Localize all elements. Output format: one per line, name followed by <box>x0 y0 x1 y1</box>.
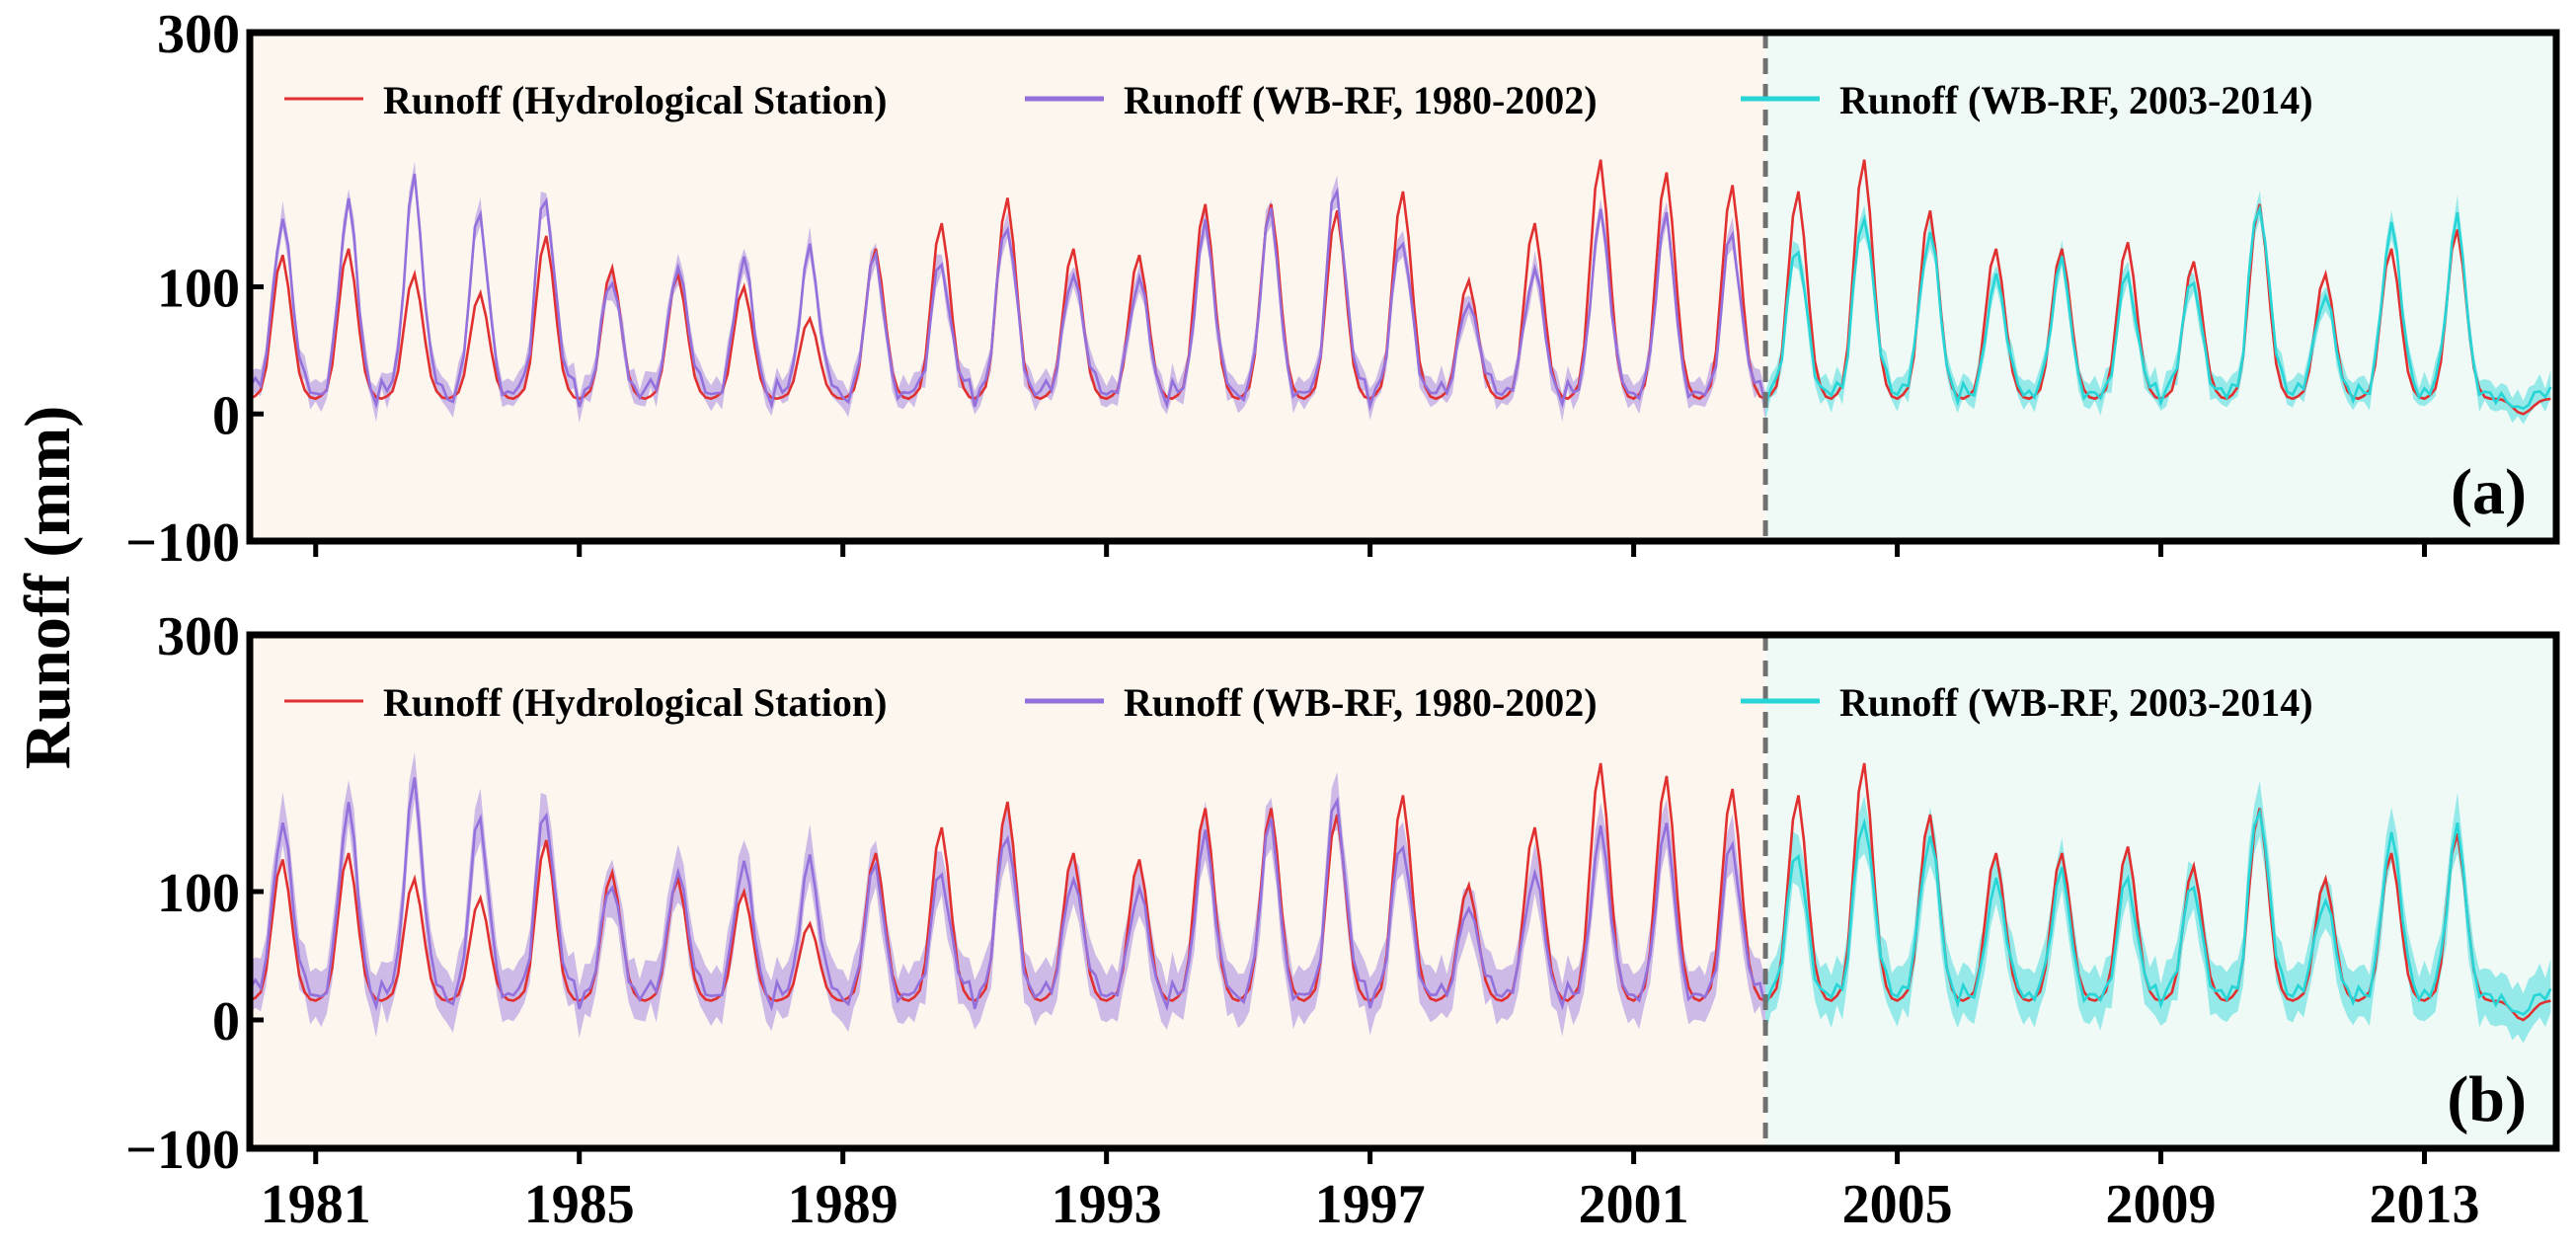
panel-a: 300 100 0 −100 Runoff (Hydrological Station)… <box>125 4 2560 574</box>
legend-label: Runoff (Hydrological Station) <box>383 78 887 122</box>
calibration-period-background <box>250 33 1766 541</box>
calibration-period-background <box>250 635 1766 1148</box>
legend-label: Runoff (WB-RF, 1980-2002) <box>1124 680 1598 725</box>
x-tick-label: 2013 <box>2370 1174 2480 1235</box>
y-tick-label: 300 <box>157 606 240 667</box>
y-axis-label: Runoff (mm) <box>12 406 84 769</box>
validation-period-background <box>1765 635 2556 1148</box>
x-tick-label: 2009 <box>2106 1174 2217 1235</box>
y-tick-label: 300 <box>157 4 240 65</box>
wbrf-validation-uncertainty-band <box>1765 781 2551 1044</box>
y-tick-label: 0 <box>212 385 240 446</box>
station-runoff-line <box>249 159 2551 416</box>
y-tick-label: −100 <box>125 512 240 574</box>
wbrf-validation-line <box>1763 807 2552 1016</box>
y-tick-label: 100 <box>157 863 240 924</box>
x-tick-label: 1997 <box>1315 1174 1426 1235</box>
legend-label: Runoff (WB-RF, 1980-2002) <box>1124 78 1598 122</box>
x-tick-label: 2005 <box>1842 1174 1953 1235</box>
legend-label: Runoff (WB-RF, 2003-2014) <box>1839 680 2313 725</box>
x-tick-label: 2001 <box>1579 1174 1689 1235</box>
y-tick-label: −100 <box>125 1120 240 1181</box>
x-tick-label: 1993 <box>1052 1174 1162 1235</box>
x-tick-label: 1981 <box>261 1174 371 1235</box>
station-runoff-line <box>249 762 2551 1022</box>
y-tick-label: 100 <box>157 259 240 320</box>
legend-label: Runoff (WB-RF, 2003-2014) <box>1839 78 2313 122</box>
wbrf-calibration-line <box>248 173 1767 412</box>
panel-b: 300 100 0 −100 1981 1985 1989 1993 1997 2001 2005 2… <box>125 606 2560 1235</box>
panel-label: (b) <box>2447 1063 2527 1135</box>
validation-period-background <box>1765 33 2556 541</box>
wbrf-calibration-line <box>248 777 1767 1012</box>
x-tick-label: 1989 <box>788 1174 898 1235</box>
panel-label: (a) <box>2451 456 2527 528</box>
wbrf-validation-line <box>1763 203 2552 411</box>
x-tick-label: 1985 <box>524 1174 635 1235</box>
y-tick-label: 0 <box>212 991 240 1053</box>
legend-label: Runoff (Hydrological Station) <box>383 680 887 725</box>
wbrf-calibration-uncertainty-band <box>250 751 1766 1039</box>
